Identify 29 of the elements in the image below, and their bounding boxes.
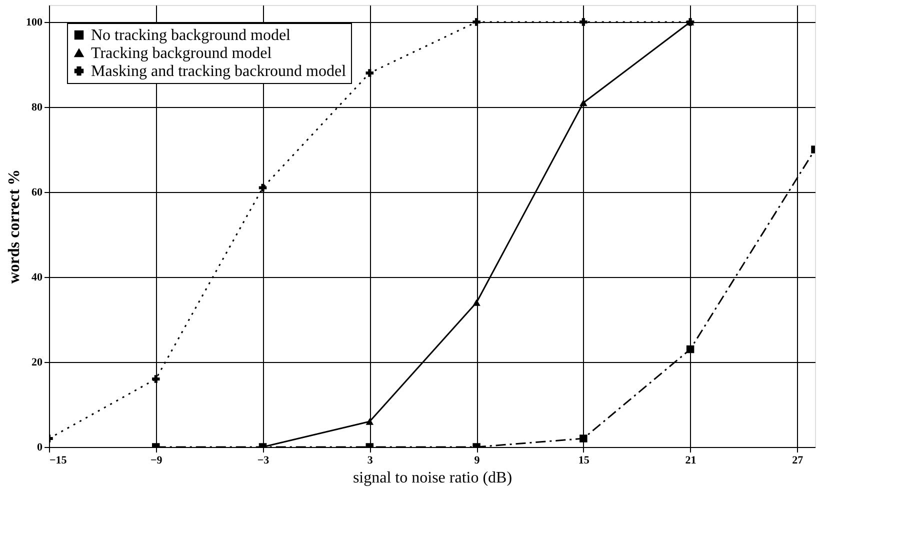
point (580, 18, 588, 26)
y-tick-label: 20 (32, 356, 43, 368)
x-tick-label: −15 (50, 454, 68, 466)
point (152, 375, 160, 383)
x-tick-label: −9 (150, 454, 163, 466)
legend-label: Masking and tracking backround model (91, 63, 347, 80)
point (366, 418, 374, 425)
x-tick-label: 9 (474, 454, 480, 466)
x-axis-title: signal to noise ratio (dB) (352, 470, 512, 486)
point (366, 69, 374, 77)
point (258, 184, 267, 192)
point (686, 345, 694, 354)
legend-label: No tracking background model (91, 27, 292, 44)
point (472, 18, 480, 26)
x-tick-label: 21 (685, 454, 696, 466)
y-tick-label: 100 (26, 16, 43, 28)
x-tick-label: 3 (367, 454, 374, 466)
y-tick-label: 80 (32, 102, 43, 114)
x-tick-label: 27 (792, 454, 804, 466)
y-tick-label: 60 (32, 186, 43, 198)
x-tick-label: 15 (578, 454, 590, 466)
point (472, 299, 480, 306)
y-axis-title: words correct % (6, 169, 23, 284)
point (580, 434, 588, 442)
x-tick-label: −3 (257, 454, 270, 466)
legend-label: Tracking background model (91, 45, 272, 62)
point (580, 99, 588, 106)
y-tick-label: 40 (32, 272, 43, 284)
y-tick-label: 0 (37, 442, 43, 454)
